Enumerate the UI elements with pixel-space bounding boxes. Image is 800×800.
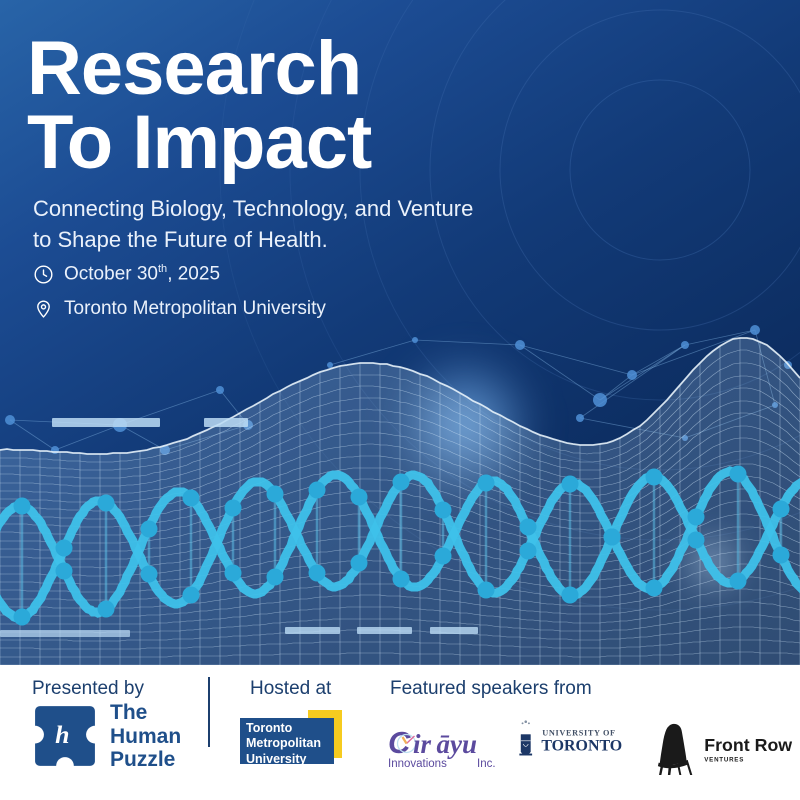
svg-text:TORONTO: TORONTO xyxy=(541,738,622,755)
svg-text:Innovations: Innovations xyxy=(388,758,447,770)
svg-text:h: h xyxy=(55,720,69,749)
svg-text:Inc.: Inc. xyxy=(477,758,496,770)
svg-text:āyu: āyu xyxy=(437,729,478,759)
svg-text:UNIVERSITY OF: UNIVERSITY OF xyxy=(542,729,615,738)
svg-text:VENTURES: VENTURES xyxy=(704,756,744,763)
svg-text:Front Row: Front Row xyxy=(704,735,792,755)
svg-text:ir: ir xyxy=(413,729,432,759)
